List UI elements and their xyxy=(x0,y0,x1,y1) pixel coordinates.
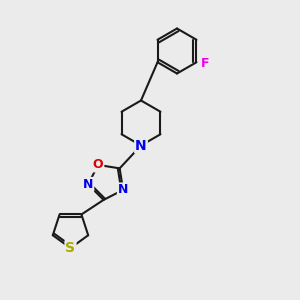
Text: F: F xyxy=(201,57,209,70)
Text: S: S xyxy=(65,241,76,255)
Text: N: N xyxy=(135,139,147,152)
Text: O: O xyxy=(93,158,104,171)
Text: N: N xyxy=(118,183,128,196)
Text: N: N xyxy=(83,178,93,191)
